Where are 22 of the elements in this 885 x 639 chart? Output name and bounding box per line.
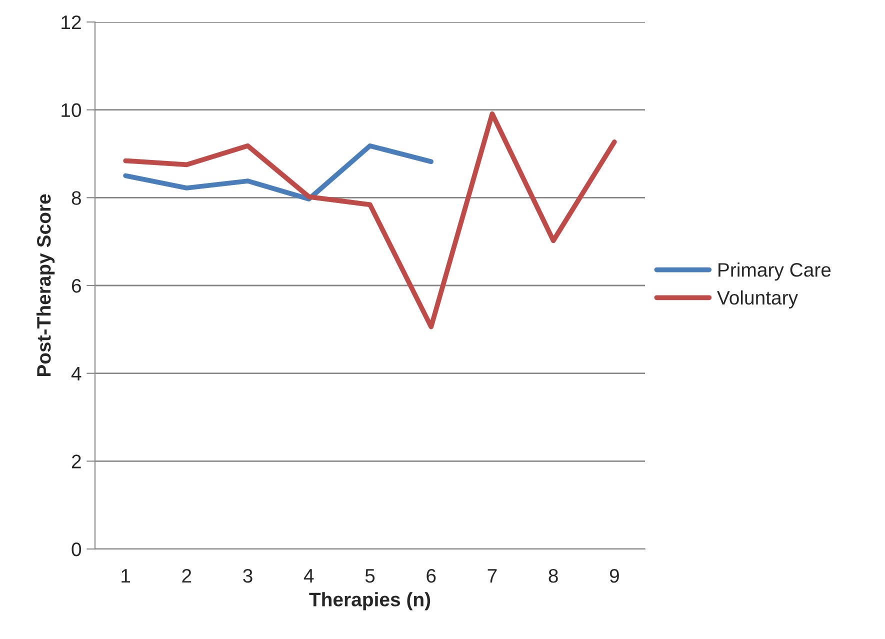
y-axis-title: Post-Therapy Score bbox=[36, 194, 55, 376]
x-tick-label: 1 bbox=[122, 569, 130, 583]
x-tick-label: 6 bbox=[426, 568, 436, 583]
x-tick-label: 5 bbox=[365, 569, 375, 583]
x-tick-label: 3 bbox=[243, 568, 252, 583]
x-tick-label: 8 bbox=[548, 568, 558, 583]
x-tick-label: 4 bbox=[304, 569, 314, 583]
y-tick-label: 6 bbox=[72, 278, 81, 293]
x-tick-label: 9 bbox=[610, 568, 619, 583]
x-tick-label: 7 bbox=[488, 569, 497, 583]
legend-label: Primary Care bbox=[718, 262, 831, 281]
y-tick-label: 8 bbox=[72, 191, 81, 205]
y-tick-label: 10 bbox=[62, 103, 82, 118]
line-series bbox=[123, 111, 617, 330]
y-tick-label: 12 bbox=[62, 15, 81, 30]
line-series bbox=[123, 143, 434, 202]
x-tick-label: 2 bbox=[182, 568, 192, 583]
y-tick-label: 0 bbox=[72, 542, 82, 556]
y-tick-label: 4 bbox=[71, 367, 82, 380]
legend-label: Voluntary bbox=[717, 290, 798, 308]
x-axis-title: Therapies (n) bbox=[309, 592, 430, 610]
y-tick-label: 2 bbox=[72, 454, 81, 468]
